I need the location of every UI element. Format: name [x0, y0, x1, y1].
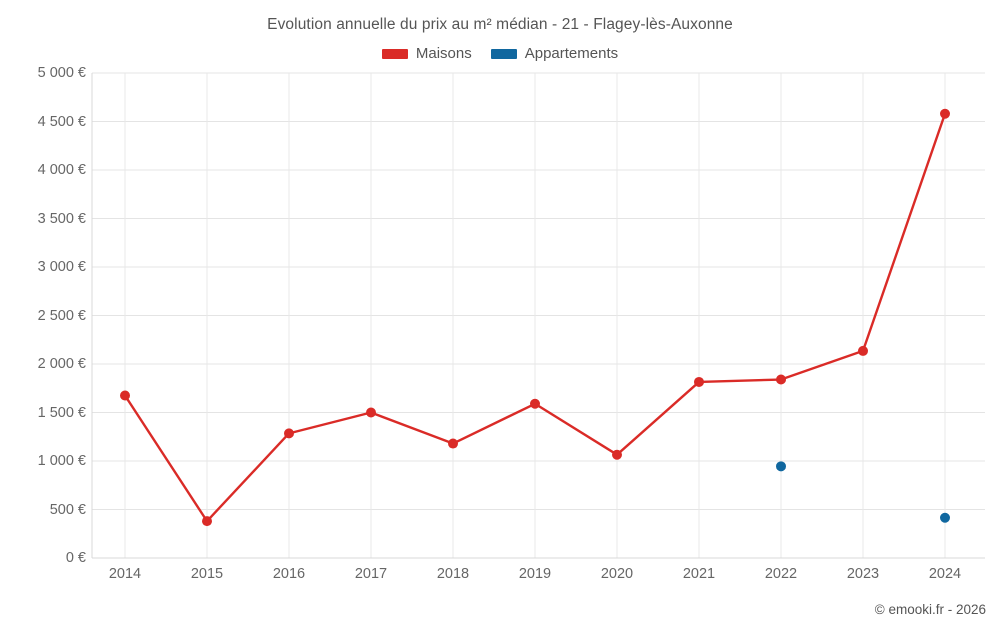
x-tick-label-2019: 2019 — [518, 566, 552, 582]
legend-label-appartements: Appartements — [524, 45, 619, 62]
y-tick-label: 4 500 € — [37, 113, 86, 130]
data-point-appartements-2022[interactable] — [776, 461, 786, 472]
x-tick-label-2022: 2022 — [764, 566, 798, 582]
data-point-appartements-2024[interactable] — [940, 512, 950, 523]
y-tick-label: 1 000 € — [37, 453, 86, 469]
y-tick-label: 500 € — [49, 501, 86, 518]
y-tick-label: 5 000 € — [37, 65, 86, 81]
data-point-maisons-2014[interactable] — [120, 390, 130, 401]
data-point-maisons-2022[interactable] — [776, 374, 786, 385]
x-tick-label-2015: 2015 — [190, 566, 224, 582]
x-tick-label-2020: 2020 — [600, 566, 634, 582]
plot-area — [91, 72, 985, 559]
x-tick-label-2017: 2017 — [354, 566, 388, 582]
legend-swatch-appartements — [490, 48, 517, 59]
y-tick-label: 0 € — [65, 550, 86, 566]
y-tick-label: 4 000 € — [37, 162, 86, 178]
x-tick-label-2024: 2024 — [928, 566, 962, 582]
x-tick-label-2023: 2023 — [846, 566, 880, 582]
y-tick-label: 3 000 € — [37, 259, 86, 275]
data-point-maisons-2017[interactable] — [366, 407, 376, 418]
x-tick-label-2014: 2014 — [108, 566, 142, 582]
data-point-maisons-2021[interactable] — [694, 376, 704, 387]
legend-item-appartements[interactable]: Appartements — [490, 45, 619, 62]
y-tick-label: 2 000 € — [37, 356, 86, 372]
x-tick-label-2016: 2016 — [272, 566, 306, 582]
data-point-maisons-2015[interactable] — [202, 516, 212, 527]
x-tick-label-2018: 2018 — [436, 566, 470, 582]
data-point-maisons-2024[interactable] — [940, 108, 950, 119]
y-axis: 0 € 500 € 1 000 € 1 500 € 2 000 € 2 500 € 3 00… — [0, 0, 86, 625]
chart-title: Evolution annuelle du prix au m² médian … — [267, 16, 733, 33]
y-tick-label: 2 500 € — [37, 307, 86, 324]
data-point-maisons-2018[interactable] — [448, 438, 458, 449]
legend-swatch-maisons — [381, 48, 408, 59]
data-point-maisons-2023[interactable] — [858, 345, 868, 356]
x-tick-label-2021: 2021 — [682, 566, 716, 582]
data-point-maisons-2016[interactable] — [284, 428, 294, 439]
y-tick-label: 3 500 € — [37, 210, 86, 227]
y-tick-label: 1 500 € — [37, 404, 86, 421]
legend-item-maisons[interactable]: Maisons — [381, 45, 472, 62]
plot-svg — [91, 72, 985, 559]
data-point-maisons-2019[interactable] — [530, 398, 540, 409]
chart-credit: © emooki.fr - 2026 — [874, 602, 986, 617]
chart-legend: Maisons Appartements — [0, 45, 1000, 62]
legend-label-maisons: Maisons — [415, 45, 472, 62]
data-point-maisons-2020[interactable] — [612, 449, 622, 460]
